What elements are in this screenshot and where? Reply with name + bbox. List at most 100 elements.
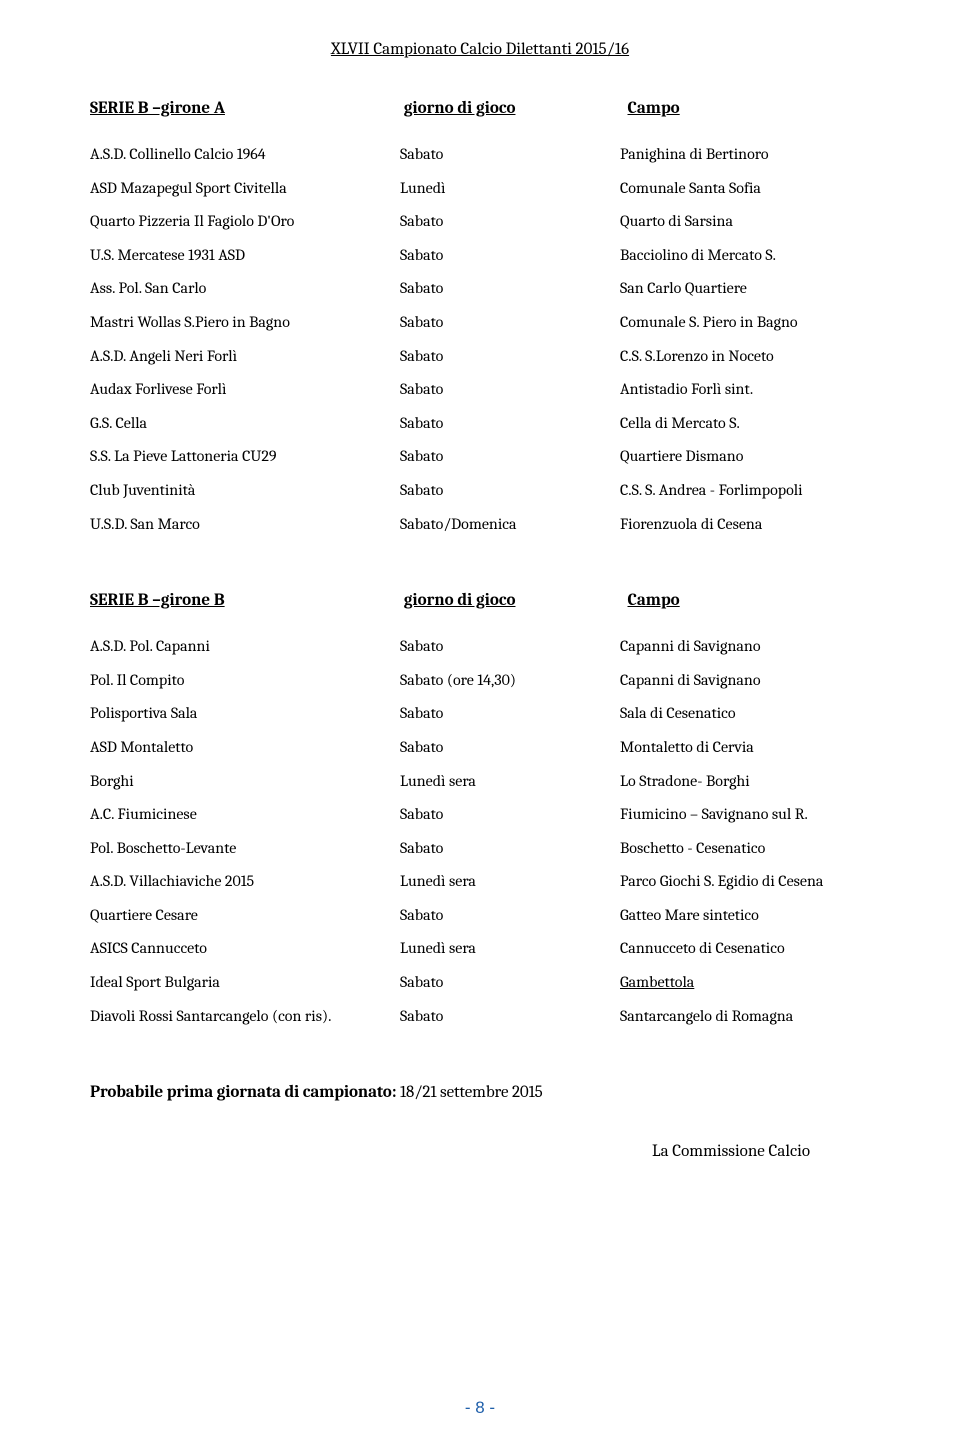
table-row: A.C. FiumicineseSabatoFiumicino – Savign… (90, 798, 870, 832)
footer-line: Probabile prima giornata di campionato: … (90, 1083, 870, 1102)
table-row: U.S. Mercatese 1931 ASDSabatoBacciolino … (90, 239, 870, 273)
day-cell: Sabato (400, 440, 620, 474)
field-cell: Quarto di Sarsina (620, 205, 870, 239)
day-cell: Sabato (ore 14,30) (400, 664, 620, 698)
team-cell: ASD Mazapegul Sport Civitella (90, 172, 400, 206)
field-cell: Capanni di Savignano (620, 630, 870, 664)
table-row: Diavoli Rossi Santarcangelo (con ris).Sa… (90, 1000, 870, 1034)
section-b-col1: SERIE B –girone B (90, 591, 400, 610)
section-a-col3: Campo (628, 99, 680, 118)
team-cell: Ass. Pol. San Carlo (90, 272, 400, 306)
team-cell: Ideal Sport Bulgaria (90, 966, 400, 1000)
field-cell: Parco Giochi S. Egidio di Cesena (620, 865, 870, 899)
day-cell: Sabato (400, 474, 620, 508)
day-cell: Sabato/Domenica (400, 508, 620, 542)
day-cell: Sabato (400, 239, 620, 273)
team-cell: ASICS Cannucceto (90, 932, 400, 966)
table-row: Polisportiva SalaSabatoSala di Cesenatic… (90, 697, 870, 731)
day-cell: Sabato (400, 832, 620, 866)
field-cell: Capanni di Savignano (620, 664, 870, 698)
day-cell: Sabato (400, 340, 620, 374)
day-cell: Sabato (400, 697, 620, 731)
team-cell: Club Juventinità (90, 474, 400, 508)
day-cell: Lunedì sera (400, 865, 620, 899)
team-cell: G.S. Cella (90, 407, 400, 441)
team-cell: S.S. La Pieve Lattoneria CU29 (90, 440, 400, 474)
field-cell: Bacciolino di Mercato S. (620, 239, 870, 273)
field-cell: Gatteo Mare sintetico (620, 899, 870, 933)
field-cell: Cella di Mercato S. (620, 407, 870, 441)
table-row: Quartiere CesareSabatoGatteo Mare sintet… (90, 899, 870, 933)
field-cell: Comunale S. Piero in Bagno (620, 306, 870, 340)
field-cell: Cannucceto di Cesenatico (620, 932, 870, 966)
section-b-col3: Campo (628, 591, 680, 610)
day-cell: Lunedì sera (400, 932, 620, 966)
section-b-col2: giorno di gioco (404, 591, 624, 610)
team-cell: A.C. Fiumicinese (90, 798, 400, 832)
team-cell: Pol. Il Compito (90, 664, 400, 698)
table-row: ASD MontalettoSabatoMontaletto di Cervia (90, 731, 870, 765)
field-cell: Lo Stradone- Borghi (620, 765, 870, 799)
field-cell: Santarcangelo di Romagna (620, 1000, 870, 1034)
table-row: Audax Forlivese ForlìSabatoAntistadio Fo… (90, 373, 870, 407)
team-cell: Borghi (90, 765, 400, 799)
field-cell: Fiumicino – Savignano sul R. (620, 798, 870, 832)
table-row: ASICS CannuccetoLunedì seraCannucceto di… (90, 932, 870, 966)
team-cell: U.S.D. San Marco (90, 508, 400, 542)
team-cell: A.S.D. Pol. Capanni (90, 630, 400, 664)
team-cell: Polisportiva Sala (90, 697, 400, 731)
field-cell: Antistadio Forlì sint. (620, 373, 870, 407)
table-row: ASD Mazapegul Sport CivitellaLunedìComun… (90, 172, 870, 206)
field-cell: Gambettola (620, 966, 870, 1000)
day-cell: Sabato (400, 1000, 620, 1034)
field-cell: C.S. S.Lorenzo in Noceto (620, 340, 870, 374)
table-row: U.S.D. San MarcoSabato/DomenicaFiorenzuo… (90, 508, 870, 542)
table-row: BorghiLunedì seraLo Stradone- Borghi (90, 765, 870, 799)
team-cell: A.S.D. Villachiaviche 2015 (90, 865, 400, 899)
signature: La Commissione Calcio (90, 1142, 870, 1161)
field-cell: Boschetto - Cesenatico (620, 832, 870, 866)
day-cell: Lunedì (400, 172, 620, 206)
field-cell: Panighina di Bertinoro (620, 138, 870, 172)
day-cell: Sabato (400, 630, 620, 664)
table-row: Pol. Il CompitoSabato (ore 14,30)Capanni… (90, 664, 870, 698)
team-cell: U.S. Mercatese 1931 ASD (90, 239, 400, 273)
team-cell: A.S.D. Collinello Calcio 1964 (90, 138, 400, 172)
field-cell: San Carlo Quartiere (620, 272, 870, 306)
footer-bold: Probabile prima giornata di campionato: (90, 1083, 396, 1102)
page-header: XLVII Campionato Calcio Dilettanti 2015/… (90, 40, 870, 59)
field-cell: C.S. S. Andrea - Forlimpopoli (620, 474, 870, 508)
table-row: G.S. CellaSabatoCella di Mercato S. (90, 407, 870, 441)
section-a-col2: giorno di gioco (404, 99, 624, 118)
table-row: Pol. Boschetto-LevanteSabatoBoschetto - … (90, 832, 870, 866)
table-row: Quarto Pizzeria Il Fagiolo D'OroSabatoQu… (90, 205, 870, 239)
day-cell: Sabato (400, 272, 620, 306)
team-cell: Mastri Wollas S.Piero in Bagno (90, 306, 400, 340)
section-b-title: SERIE B –girone B giorno di gioco Campo (90, 591, 870, 610)
section-a-col1: SERIE B –girone A (90, 99, 400, 118)
table-row: A.S.D. Pol. CapanniSabatoCapanni di Savi… (90, 630, 870, 664)
day-cell: Sabato (400, 306, 620, 340)
day-cell: Sabato (400, 205, 620, 239)
footer-rest: 18/21 settembre 2015 (396, 1083, 542, 1102)
team-cell: A.S.D. Angeli Neri Forlì (90, 340, 400, 374)
table-row: A.S.D. Villachiaviche 2015Lunedì seraPar… (90, 865, 870, 899)
day-cell: Sabato (400, 966, 620, 1000)
table-row: Ass. Pol. San CarloSabatoSan Carlo Quart… (90, 272, 870, 306)
table-row: A.S.D. Collinello Calcio 1964SabatoPanig… (90, 138, 870, 172)
team-cell: Quartiere Cesare (90, 899, 400, 933)
field-cell: Montaletto di Cervia (620, 731, 870, 765)
day-cell: Sabato (400, 899, 620, 933)
table-row: Ideal Sport BulgariaSabatoGambettola (90, 966, 870, 1000)
day-cell: Lunedì sera (400, 765, 620, 799)
table-row: Club JuventinitàSabatoC.S. S. Andrea - F… (90, 474, 870, 508)
field-cell: Comunale Santa Sofia (620, 172, 870, 206)
day-cell: Sabato (400, 798, 620, 832)
day-cell: Sabato (400, 373, 620, 407)
table-row: A.S.D. Angeli Neri ForlìSabatoC.S. S.Lor… (90, 340, 870, 374)
day-cell: Sabato (400, 731, 620, 765)
table-row: Mastri Wollas S.Piero in BagnoSabatoComu… (90, 306, 870, 340)
table-a: A.S.D. Collinello Calcio 1964SabatoPanig… (90, 138, 870, 541)
team-cell: Pol. Boschetto-Levante (90, 832, 400, 866)
section-a-title: SERIE B –girone A giorno di gioco Campo (90, 99, 870, 118)
